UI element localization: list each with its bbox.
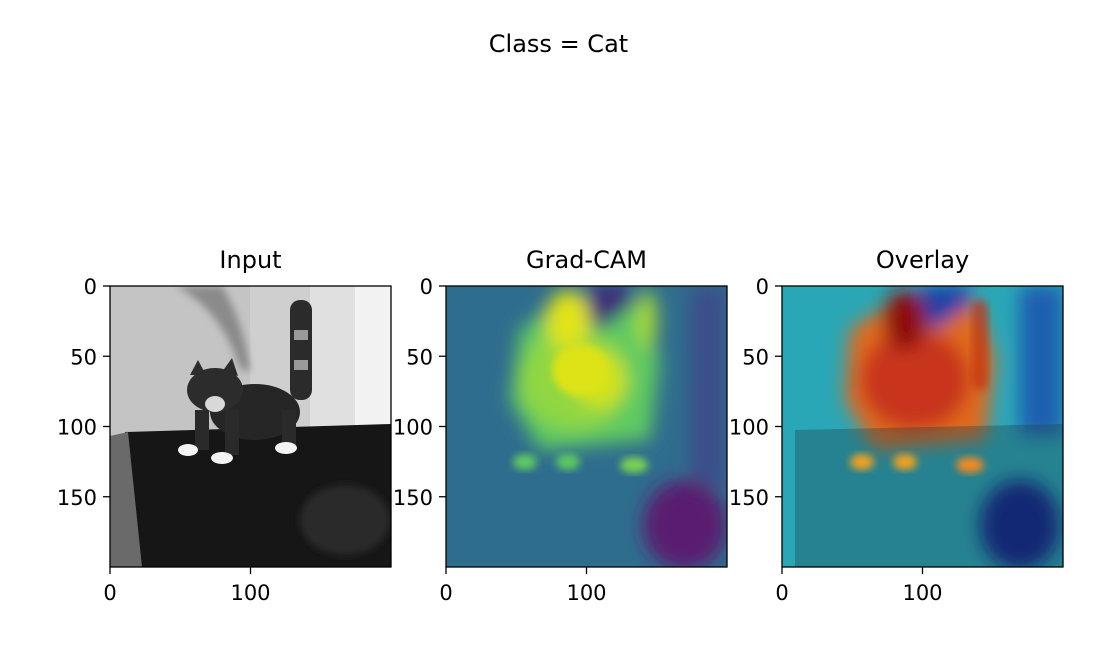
gradcam-ytick-label: 150 bbox=[393, 486, 433, 510]
gradcam-xtick-label: 100 bbox=[566, 581, 606, 605]
overlay-ytick-label: 100 bbox=[729, 416, 769, 440]
gradcam-panel-title: Grad-CAM bbox=[526, 246, 647, 274]
input-panel-title: Input bbox=[219, 246, 281, 274]
input-ytick-label: 0 bbox=[84, 275, 97, 299]
overlay-heatmap bbox=[782, 286, 1063, 567]
input-xtick-label: 0 bbox=[103, 581, 116, 605]
input-xtick-label: 100 bbox=[230, 581, 270, 605]
gradcam-xtick-label: 0 bbox=[439, 581, 452, 605]
gradcam-ytick-label: 100 bbox=[393, 416, 433, 440]
gradcam-ytick-label: 50 bbox=[406, 345, 433, 369]
overlay-xtick-label: 0 bbox=[775, 581, 788, 605]
overlay-ytick-label: 0 bbox=[756, 275, 769, 299]
input-ytick-label: 100 bbox=[57, 416, 97, 440]
overlay-panel-title: Overlay bbox=[876, 246, 969, 274]
input-ytick-label: 50 bbox=[70, 345, 97, 369]
input-ytick-label: 150 bbox=[57, 486, 97, 510]
input-image bbox=[110, 286, 391, 567]
gradcam-ytick-label: 0 bbox=[420, 275, 433, 299]
overlay-xtick-label: 100 bbox=[902, 581, 942, 605]
overlay-ytick-label: 50 bbox=[742, 345, 769, 369]
gradcam-heatmap bbox=[446, 286, 727, 567]
overlay-ytick-label: 150 bbox=[729, 486, 769, 510]
figure-title: Class = Cat bbox=[488, 30, 629, 58]
